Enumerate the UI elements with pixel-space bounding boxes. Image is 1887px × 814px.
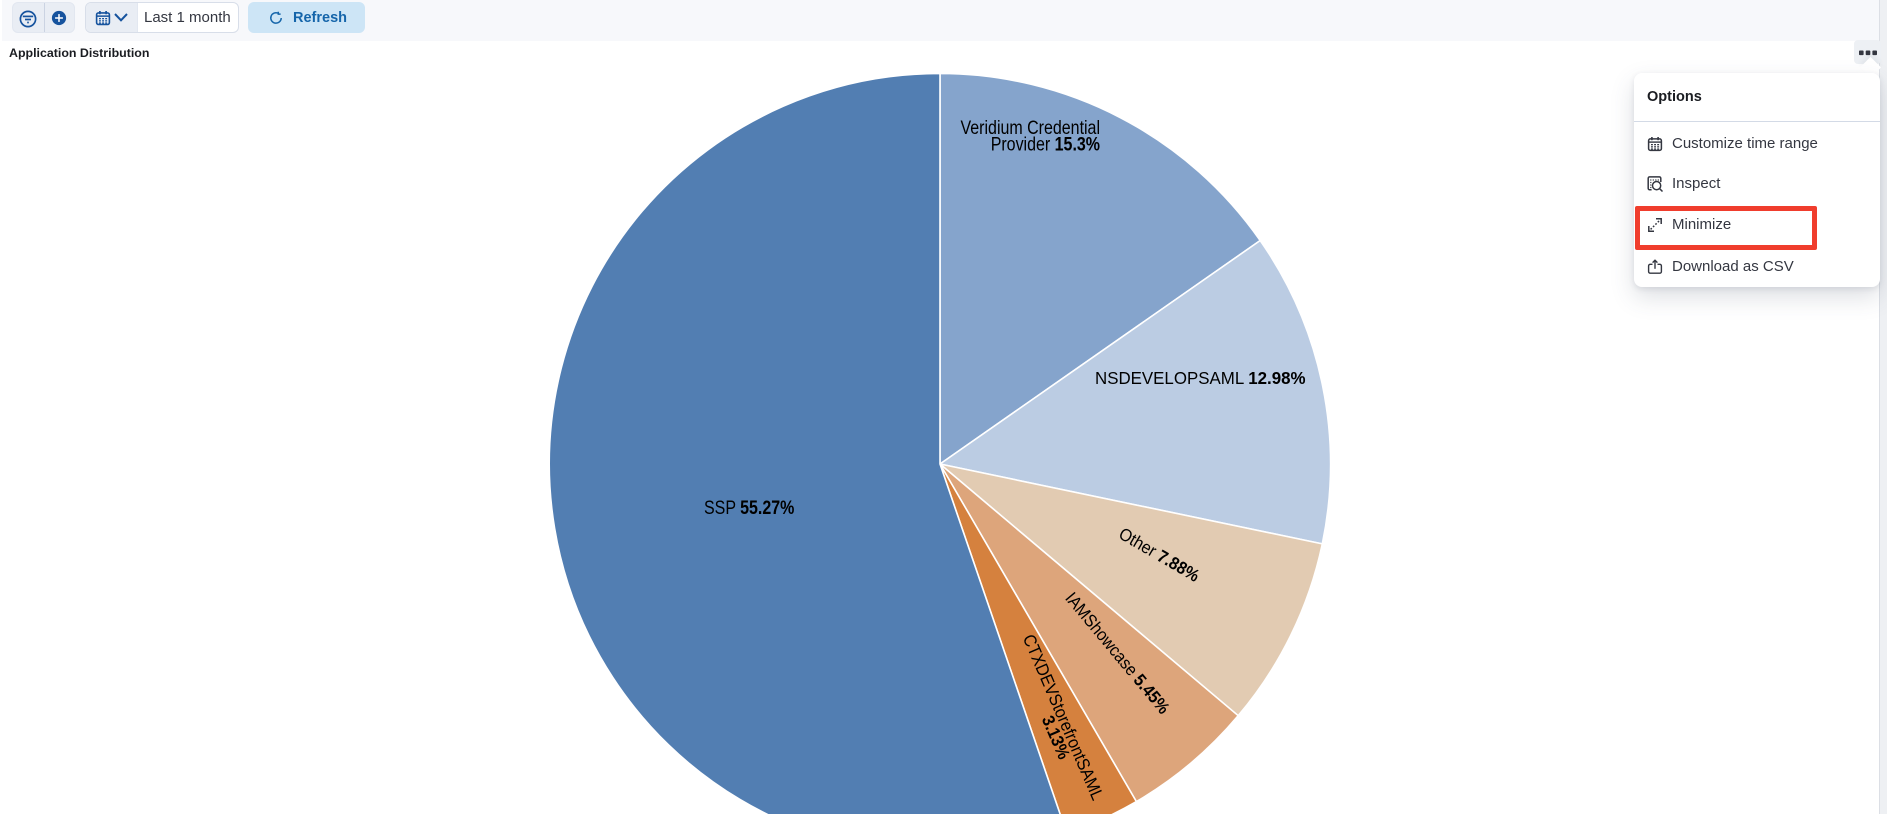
svg-text:Veridium Credential: Veridium Credential [961,117,1100,139]
svg-text:Provider 15.3%: Provider 15.3% [991,133,1101,155]
svg-text:NSDEVELOPSAML 12.98%: NSDEVELOPSAML 12.98% [1095,368,1306,388]
svg-text:SSP 55.27%: SSP 55.27% [704,497,795,519]
